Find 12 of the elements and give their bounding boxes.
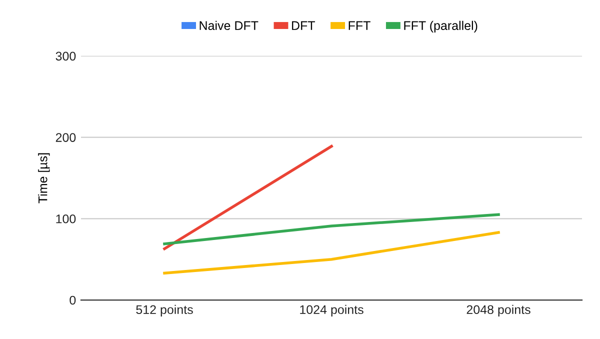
y-tick-label: 300 [56,52,76,61]
x-tick-label: 1024 points [300,304,364,317]
y-tick-label: 200 [56,133,76,142]
legend-label: FFT (parallel) [404,20,478,32]
x-tick-label: 2048 points [466,304,530,317]
legend-label: DFT [292,21,316,30]
legend-label: Naive DFT [200,20,258,30]
y-axis-title: Time [µs] [38,153,50,204]
y-tick-label: 100 [56,214,76,224]
x-tick-label: 512 points [136,304,193,317]
y-tick-label: 0 [70,296,76,305]
legend-label: FFT [348,21,370,30]
